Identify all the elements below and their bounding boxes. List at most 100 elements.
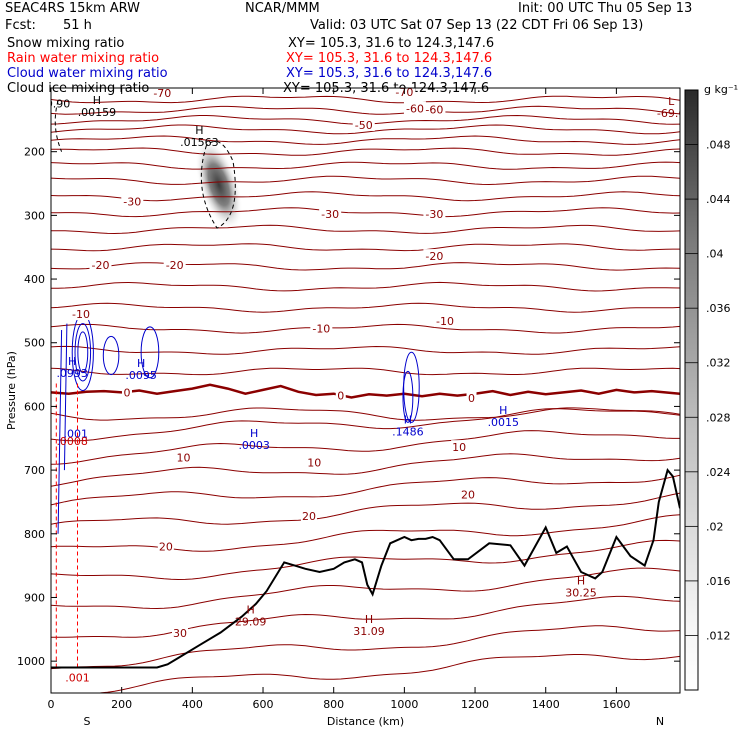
field-label-cloud-water: Cloud water mixing ratio — [7, 66, 168, 81]
x-tick-label: 1000 — [390, 698, 418, 711]
isotherm-line — [51, 492, 680, 525]
temperature-label-bg — [310, 321, 333, 335]
x-axis-end-label-south: S — [84, 715, 91, 728]
forecast-hours: 51 h — [63, 18, 92, 33]
isotherm-line — [51, 345, 680, 355]
temperature-label: -60 — [425, 104, 443, 117]
x-tick-label: 0 — [48, 698, 55, 711]
x-axis-label: Distance (km) — [327, 715, 404, 728]
y-tick-label: 700 — [24, 464, 45, 477]
cloud-water-contour — [57, 323, 68, 534]
temperature-label: -30 — [321, 208, 339, 221]
temperature-label-bg — [423, 102, 446, 116]
colorbar-tick-label: .012 — [706, 629, 731, 642]
y-tick-label: 300 — [24, 209, 45, 222]
extremum-letter: H — [247, 603, 255, 616]
field-xy-cloud-water: XY= 105.3, 31.6 to 124.3,147.6 — [286, 66, 493, 81]
isotherm-line — [51, 595, 680, 638]
temperature-label-bg — [319, 207, 342, 221]
cloud-water-contours — [57, 313, 420, 534]
isotherm-line — [51, 302, 680, 313]
colorbar-tick-label: .016 — [706, 575, 731, 588]
colorbar-tick-label: .02 — [706, 520, 724, 533]
isotherm-line — [51, 539, 680, 581]
terrain-line — [51, 467, 680, 669]
temperature-label-bg — [70, 307, 93, 321]
extremum-letter: H — [93, 94, 101, 107]
isotherm-line — [51, 191, 680, 202]
temperature-label: 10 — [452, 441, 466, 454]
rain-water-contour — [55, 380, 79, 668]
temperature-label: 30 — [173, 627, 187, 640]
isotherm-line — [51, 281, 680, 292]
extremum-value: .001 — [63, 428, 88, 441]
temperature-label-bg — [171, 626, 188, 640]
isotherm-line — [51, 453, 680, 487]
cloud-water-contour — [140, 326, 160, 379]
y-tick-label: 600 — [24, 400, 45, 413]
extremum-value: .0095 — [125, 369, 157, 382]
field-label-snow: Snow mixing ratio — [7, 36, 125, 51]
temperature-label-bg — [451, 440, 468, 454]
colorbar-tick-label: .044 — [706, 193, 731, 206]
y-tick-label: 200 — [24, 146, 45, 159]
extremum-letter: H — [68, 355, 76, 368]
x-tick-label: 800 — [323, 698, 344, 711]
extremum-letter: H — [499, 404, 507, 417]
y-axis-label: Pressure (hPa) — [5, 351, 18, 430]
extremum-value: .00159 — [78, 106, 117, 119]
colorbar-tick-label: .028 — [706, 411, 731, 424]
temperature-label: -20 — [91, 259, 109, 272]
extremum-letter: H — [195, 124, 203, 137]
extremum-letter: H — [577, 575, 585, 588]
temperature-label-bg — [434, 314, 457, 328]
colorbar-ramp — [684, 89, 699, 691]
extremum-value: .0993 — [56, 367, 88, 380]
field-xy-snow: XY= 105.3, 31.6 to 124.3,147.6 — [288, 36, 495, 51]
extremum-value: 31.09 — [353, 625, 385, 638]
temperature-label: -10 — [312, 323, 330, 336]
isotherm-line — [51, 135, 680, 145]
temperature-label: -30 — [123, 195, 141, 208]
isotherm-lines — [51, 95, 680, 693]
x-axis-end-label-north: N — [656, 715, 664, 728]
extremum-letter: H — [404, 414, 412, 427]
zero-isotherm — [51, 383, 680, 399]
temperature-label: -20 — [425, 250, 443, 263]
y-tick-label: 800 — [24, 528, 45, 541]
temperature-label-bg — [157, 539, 174, 553]
colorbar-unit: g kg⁻¹ — [704, 83, 738, 96]
extremum-value: .0003 — [238, 439, 270, 452]
temperature-label: 0 — [468, 392, 475, 405]
temperature-label-bg — [335, 388, 346, 402]
temperature-label: 20 — [461, 488, 475, 501]
x-tick-label: 600 — [253, 698, 274, 711]
init-time: Init: 00 UTC Thu 05 Sep 13 — [518, 1, 693, 16]
isotherm-line — [51, 407, 680, 421]
colorbar-tick-label: .032 — [706, 357, 731, 370]
isotherm-line — [51, 147, 680, 156]
temperature-label-bg — [163, 258, 186, 272]
x-tick-label: 1400 — [532, 698, 560, 711]
extremum-value: .01563 — [180, 136, 219, 149]
temperature-label-bg — [466, 391, 477, 405]
temperature-label: 20 — [159, 541, 173, 554]
temperature-label-bg — [121, 385, 132, 399]
y-tick-label: 900 — [24, 591, 45, 604]
temperature-label-bg — [175, 450, 192, 464]
isotherm-line — [51, 105, 680, 115]
extremum-value: .0015 — [488, 416, 520, 429]
isotherm-line — [51, 161, 680, 170]
colorbar-tick-label: .036 — [706, 302, 731, 315]
temperature-label: -30 — [425, 208, 443, 221]
temperature-label: -70 — [153, 87, 171, 100]
temperature-label-bg — [306, 455, 323, 469]
temperature-label: 0 — [337, 390, 344, 403]
isotherm-line — [51, 262, 680, 271]
extrema-labels: H.00159H.01563H.0993H.0095H.0003H.1486H.… — [51, 94, 680, 685]
y-tick-label: 1000 — [17, 655, 45, 668]
x-tick-label: 200 — [111, 698, 132, 711]
isotherm-line — [51, 430, 680, 465]
x-tick-label: 1600 — [602, 698, 630, 711]
